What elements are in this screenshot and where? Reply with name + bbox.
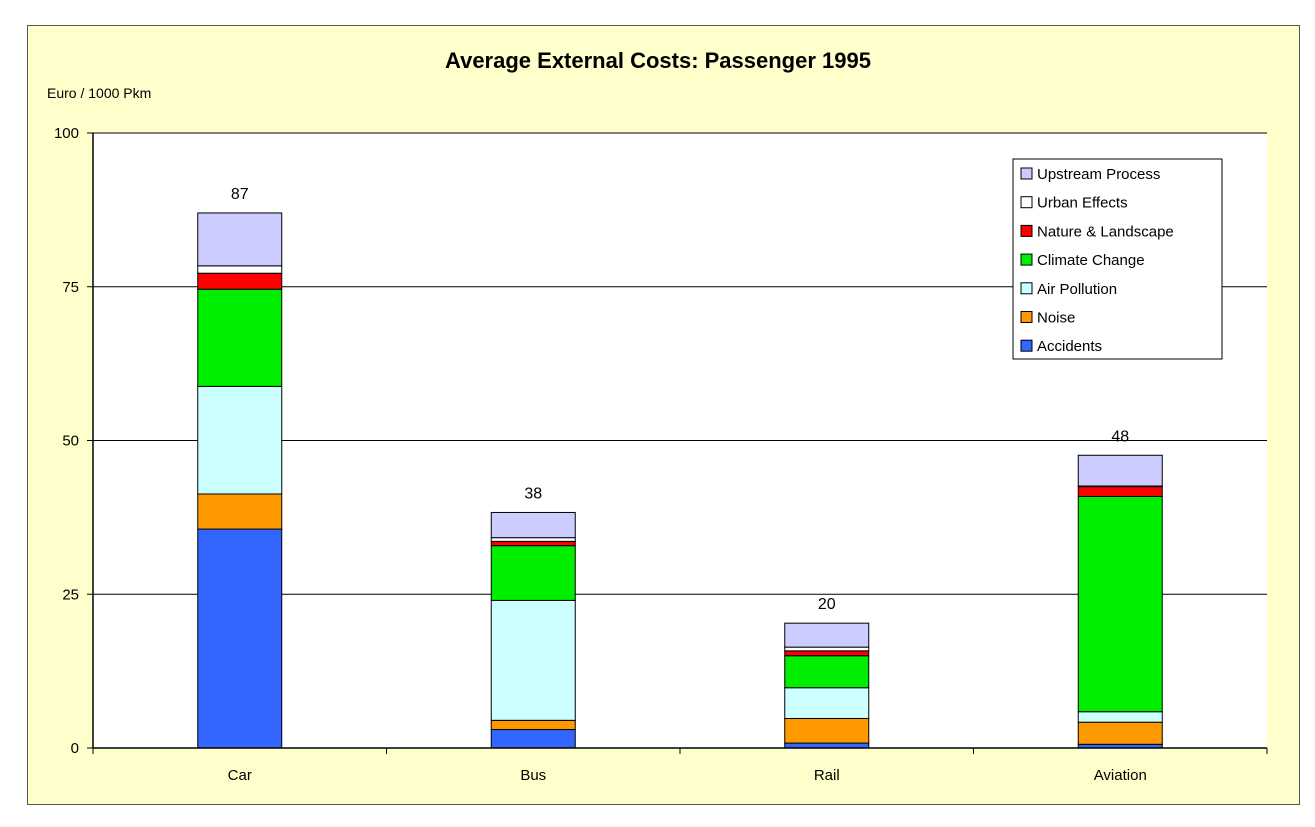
- bar-segment: [784, 655, 870, 689]
- bar-segment: [197, 493, 283, 530]
- legend-swatch: [1020, 224, 1033, 237]
- bar-segment: [490, 540, 576, 547]
- legend-label: Upstream Process: [1037, 166, 1160, 183]
- y-tick-label: 0: [71, 740, 79, 757]
- bar-segment: [784, 650, 870, 657]
- y-axis-unit-label: Euro / 1000 Pkm: [47, 85, 151, 101]
- y-tick-label: 75: [62, 279, 79, 296]
- bar-segment: [490, 511, 576, 539]
- legend-swatch: [1020, 282, 1033, 295]
- bar-segment: [490, 537, 576, 542]
- y-tick-label: 25: [62, 586, 79, 603]
- legend-label: Nature & Landscape: [1037, 223, 1174, 240]
- bar-segment: [197, 265, 283, 274]
- bar-segment: [784, 717, 870, 744]
- legend-label: Accidents: [1037, 338, 1102, 355]
- bar-segment: [1077, 711, 1163, 723]
- legend-box: [1012, 158, 1223, 360]
- bar-segment: [197, 288, 283, 387]
- legend-swatch: [1020, 196, 1033, 209]
- bar-segment: [490, 599, 576, 721]
- legend-label: Noise: [1037, 310, 1075, 327]
- y-tick-label: 100: [54, 125, 79, 142]
- total-label: 48: [1111, 428, 1129, 445]
- y-axis-ticks: 0 25 50 75 100: [54, 125, 93, 757]
- bar-segment: [197, 212, 283, 267]
- legend-swatch: [1020, 167, 1033, 180]
- legend-swatch: [1020, 311, 1033, 323]
- y-tick-label: 50: [62, 433, 79, 450]
- total-label: 87: [231, 186, 249, 203]
- legend-label: Urban Effects: [1037, 195, 1128, 212]
- x-tick-label: Car: [228, 767, 252, 784]
- total-label: 38: [524, 485, 542, 502]
- total-labels: 87 38 20 48: [231, 186, 1129, 613]
- bar-segment: [490, 729, 576, 749]
- legend-label: Air Pollution: [1037, 281, 1117, 298]
- total-label: 20: [818, 596, 836, 613]
- bar-segment: [1077, 486, 1163, 497]
- chart-title: Average External Costs: Passenger 1995: [445, 48, 871, 73]
- legend-swatch: [1020, 339, 1033, 352]
- bar-segment: [784, 622, 870, 648]
- bar-segment: [197, 385, 283, 495]
- bar-segment: [490, 719, 576, 731]
- x-axis-ticks: Car Bus Rail Aviation: [92, 748, 1268, 784]
- x-tick-label: Aviation: [1094, 767, 1147, 784]
- legend-label: Climate Change: [1037, 252, 1145, 269]
- bars: [197, 212, 1163, 749]
- bar-segment: [1077, 454, 1163, 487]
- bar-segment: [1077, 721, 1163, 745]
- x-tick-label: Bus: [520, 767, 546, 784]
- bar-segment: [784, 646, 870, 652]
- bar-segment: [1077, 495, 1163, 713]
- bar-segment: [784, 687, 870, 719]
- bar-segment: [197, 528, 283, 749]
- legend-swatch: [1020, 253, 1033, 266]
- legend: Upstream Process Urban Effects Nature & La…: [1012, 158, 1223, 360]
- x-tick-label: Rail: [814, 767, 840, 784]
- bar-segment: [490, 545, 576, 601]
- bar-segment: [197, 272, 283, 290]
